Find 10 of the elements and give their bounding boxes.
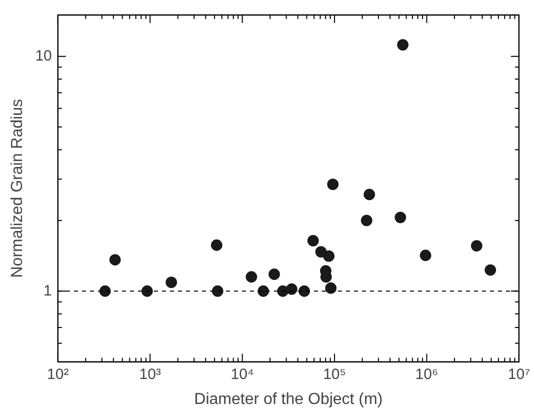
x-tick-label: 10² [47, 366, 69, 383]
x-axis-title: Diameter of the Object (m) [194, 390, 383, 408]
x-tick-label: 10³ [139, 366, 161, 383]
x-tick-label: 10⁴ [230, 366, 254, 383]
y-tick-label: 1 [44, 282, 52, 300]
y-tick-label: 10 [35, 47, 52, 64]
x-tick-label: 10⁷ [508, 366, 530, 383]
x-tick-label: 10⁶ [415, 366, 438, 383]
y-axis-title: Normalized Grain Radius [9, 99, 26, 278]
x-tick-label: 10⁵ [323, 366, 346, 383]
